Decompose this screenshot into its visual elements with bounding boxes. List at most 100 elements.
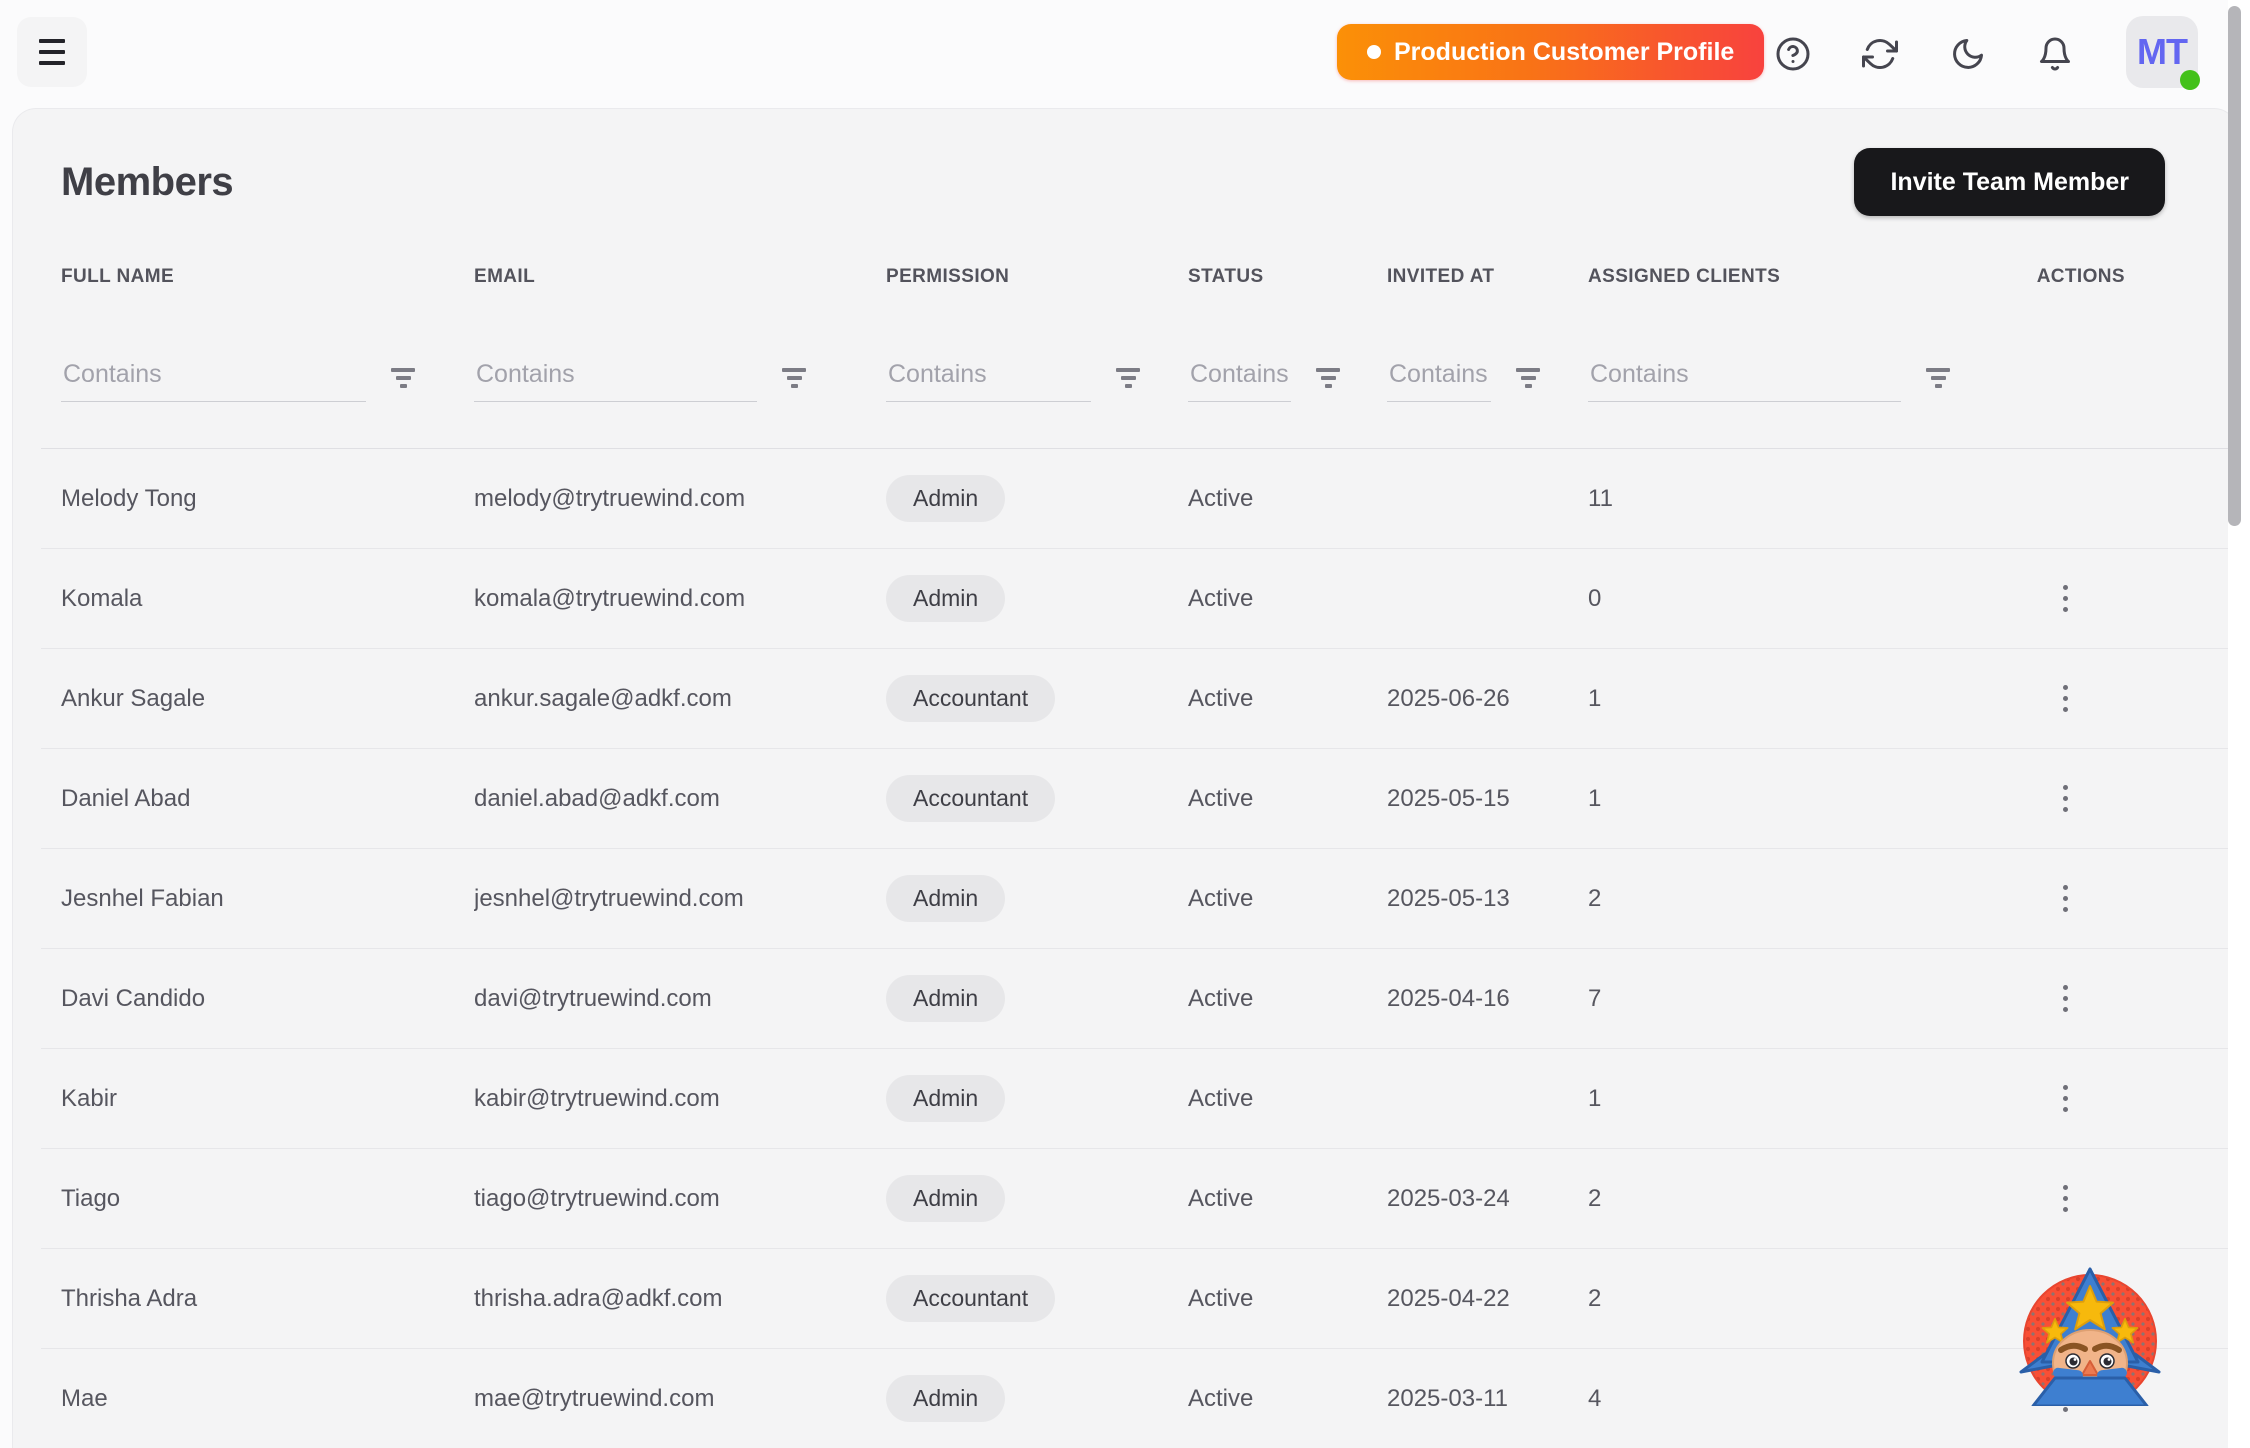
filter-icon[interactable] — [1515, 365, 1541, 391]
scrollbar-thumb[interactable] — [2228, 6, 2241, 526]
member-email: davi@trytruewind.com — [474, 984, 712, 1012]
member-full-name: Ankur Sagale — [61, 684, 206, 712]
member-invited-at: 2025-04-22 — [1387, 1284, 1510, 1312]
member-invited-at: 2025-05-15 — [1387, 784, 1510, 812]
permission-badge: Accountant — [886, 1275, 1056, 1322]
column-header-email: Email — [474, 266, 536, 287]
member-assigned-clients: 2 — [1588, 1284, 1602, 1312]
permission-badge: Accountant — [886, 675, 1056, 722]
refresh-button[interactable] — [1856, 34, 1904, 74]
member-status: Active — [1188, 884, 1254, 912]
column-header-invited-at: Invited At — [1387, 266, 1495, 287]
online-status-dot — [2180, 70, 2200, 90]
notifications-button[interactable] — [2031, 34, 2079, 74]
menu-button[interactable] — [17, 17, 87, 87]
bell-icon — [2040, 37, 2070, 71]
table-filter-row — [41, 307, 2231, 449]
filter-icon[interactable] — [781, 365, 807, 391]
member-email: ankur.sagale@adkf.com — [474, 684, 732, 712]
member-invited-at: 2025-03-11 — [1387, 1384, 1508, 1412]
table-row: Daniel Abad daniel.abad@adkf.com Account… — [41, 749, 2231, 849]
member-full-name: Kabir — [61, 1084, 118, 1112]
member-assigned-clients: 2 — [1588, 884, 1602, 912]
row-actions-button[interactable] — [2045, 1071, 2085, 1127]
refresh-icon — [1862, 39, 1898, 69]
column-header-permission: Permission — [886, 266, 1010, 287]
row-actions-button[interactable] — [2045, 671, 2085, 727]
user-avatar[interactable]: MT — [2126, 16, 2200, 90]
filter-input-assigned-clients[interactable] — [1588, 353, 1901, 402]
table-row: Melody Tong melody@trytruewind.com Admin… — [41, 449, 2231, 549]
permission-badge: Admin — [886, 475, 1006, 522]
member-email: komala@trytruewind.com — [474, 584, 746, 612]
row-actions-button[interactable] — [2045, 971, 2085, 1027]
member-email: kabir@trytruewind.com — [474, 1084, 720, 1112]
permission-badge: Admin — [886, 575, 1006, 622]
top-bar: Production Customer Profile MT — [0, 0, 2250, 108]
row-actions-button[interactable] — [2045, 1171, 2085, 1227]
table-row: Mae mae@trytruewind.com Admin Active 202… — [41, 1349, 2231, 1448]
filter-icon[interactable] — [390, 365, 416, 391]
filter-input-email[interactable] — [474, 353, 757, 402]
member-email: melody@trytruewind.com — [474, 484, 746, 512]
help-button[interactable] — [1769, 34, 1817, 74]
table-row: Komala komala@trytruewind.com Admin Acti… — [41, 549, 2231, 649]
filter-input-full-name[interactable] — [61, 353, 366, 402]
member-invited-at: 2025-06-26 — [1387, 684, 1510, 712]
member-invited-at: 2025-05-13 — [1387, 884, 1510, 912]
member-assigned-clients: 7 — [1588, 984, 1602, 1012]
member-assigned-clients: 1 — [1588, 684, 1602, 712]
filter-icon[interactable] — [1115, 365, 1141, 391]
table-row: Ankur Sagale ankur.sagale@adkf.com Accou… — [41, 649, 2231, 749]
member-full-name: Jesnhel Fabian — [61, 884, 224, 912]
permission-badge: Accountant — [886, 775, 1056, 822]
environment-badge: Production Customer Profile — [1337, 24, 1765, 80]
member-assigned-clients: 11 — [1588, 484, 1613, 512]
invite-team-member-button[interactable]: Invite Team Member — [1854, 148, 2165, 216]
row-actions-button[interactable] — [2045, 571, 2085, 627]
member-full-name: Mae — [61, 1384, 108, 1412]
permission-badge: Admin — [886, 1375, 1006, 1422]
moon-icon — [1953, 39, 1983, 69]
table-row: Jesnhel Fabian jesnhel@trytruewind.com A… — [41, 849, 2231, 949]
row-actions-button[interactable] — [2045, 771, 2085, 827]
member-invited-at: 2025-03-24 — [1387, 1184, 1510, 1212]
table-row: Tiago tiago@trytruewind.com Admin Active… — [41, 1149, 2231, 1249]
member-assigned-clients: 1 — [1588, 784, 1602, 812]
column-header-full-name: Full Name — [61, 266, 175, 287]
member-email: thrisha.adra@adkf.com — [474, 1284, 723, 1312]
member-status: Active — [1188, 584, 1254, 612]
filter-input-invited-at[interactable] — [1387, 353, 1491, 402]
members-panel: Members Invite Team Member Full Name Ema… — [12, 108, 2238, 1448]
member-email: tiago@trytruewind.com — [474, 1184, 720, 1212]
filter-icon[interactable] — [1925, 365, 1951, 391]
member-invited-at: 2025-04-16 — [1387, 984, 1510, 1012]
permission-badge: Admin — [886, 1175, 1006, 1222]
table-row: Thrisha Adra thrisha.adra@adkf.com Accou… — [41, 1249, 2231, 1349]
column-header-status: Status — [1188, 266, 1264, 287]
table-body: Melody Tong melody@trytruewind.com Admin… — [13, 449, 2237, 1448]
permission-badge: Admin — [886, 875, 1006, 922]
permission-badge: Admin — [886, 1075, 1006, 1122]
filter-icon[interactable] — [1315, 365, 1341, 391]
hamburger-icon — [39, 39, 65, 43]
help-circle-icon — [1776, 37, 1810, 71]
member-status: Active — [1188, 1084, 1254, 1112]
filter-input-permission[interactable] — [886, 353, 1091, 402]
page-header: Members Invite Team Member — [61, 147, 2165, 217]
column-header-actions: Actions — [2036, 266, 2125, 287]
member-status: Active — [1188, 684, 1254, 712]
member-full-name: Thrisha Adra — [61, 1284, 198, 1312]
wizard-mascot[interactable] — [2005, 1266, 2175, 1406]
member-full-name: Tiago — [61, 1184, 121, 1212]
environment-badge-label: Production Customer Profile — [1394, 37, 1735, 66]
row-actions-button[interactable] — [2045, 871, 2085, 927]
member-status: Active — [1188, 1284, 1254, 1312]
filter-input-status[interactable] — [1188, 353, 1291, 402]
member-assigned-clients: 2 — [1588, 1184, 1602, 1212]
member-full-name: Daniel Abad — [61, 784, 191, 812]
member-assigned-clients: 1 — [1588, 1084, 1602, 1112]
member-status: Active — [1188, 784, 1254, 812]
dark-mode-button[interactable] — [1944, 34, 1992, 74]
member-status: Active — [1188, 484, 1254, 512]
